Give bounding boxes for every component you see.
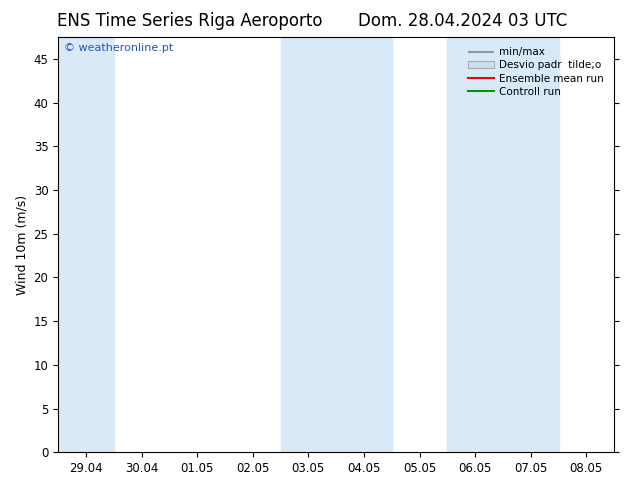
Text: ENS Time Series Riga Aeroporto: ENS Time Series Riga Aeroporto bbox=[58, 12, 323, 30]
Bar bbox=[336, 37, 392, 452]
Bar bbox=[281, 37, 336, 452]
Text: © weatheronline.pt: © weatheronline.pt bbox=[63, 43, 173, 53]
Legend: min/max, Desvio padr  tilde;o, Ensemble mean run, Controll run: min/max, Desvio padr tilde;o, Ensemble m… bbox=[463, 43, 608, 101]
Bar bbox=[503, 37, 559, 452]
Y-axis label: Wind 10m (m/s): Wind 10m (m/s) bbox=[15, 195, 28, 294]
Bar bbox=[448, 37, 503, 452]
Bar bbox=[58, 37, 113, 452]
Text: Dom. 28.04.2024 03 UTC: Dom. 28.04.2024 03 UTC bbox=[358, 12, 567, 30]
